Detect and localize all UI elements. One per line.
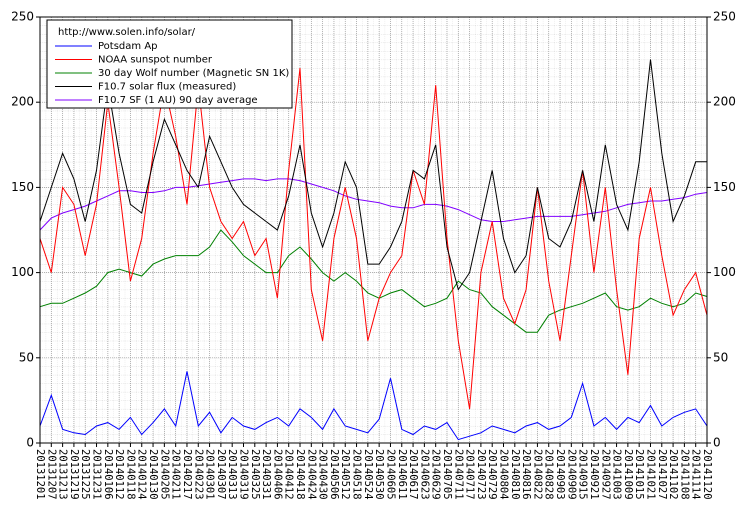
legend-label: 30 day Wolf number (Magnetic SN 1K) (98, 68, 289, 79)
legend: http://www.solen.info/solar/ Potsdam Ap N… (46, 19, 293, 109)
legend-label: NOAA sunspot number (98, 55, 213, 66)
x-tick-label: 20140530 (373, 449, 385, 500)
x-tick-label: 20140506 (328, 449, 340, 500)
series-line (39, 178, 708, 231)
x-tick-label: 20140418 (294, 449, 306, 500)
y2-tick-label: 250 (713, 10, 736, 24)
x-tick-label: 20141114 (690, 449, 702, 500)
x-tick-label: 20140307 (215, 449, 227, 500)
x-tick-label: 20140723 (475, 449, 487, 500)
legend-title: http://www.solen.info/solar/ (58, 27, 196, 38)
x-tick-label: 20140617 (407, 449, 419, 500)
x-tick-label: 20140319 (237, 449, 249, 500)
legend-label: F10.7 SF (1 AU) 90 day average (98, 95, 258, 106)
y2-tick-label: 50 (713, 350, 728, 364)
plot-frame (39, 16, 708, 444)
legend-box (46, 19, 293, 109)
y2-tick-label: 150 (713, 180, 736, 194)
x-tick-label: 20131201 (34, 449, 46, 500)
x-tick-label: 20140810 (509, 449, 521, 500)
series-line (39, 229, 708, 333)
series-line (39, 59, 707, 291)
x-tick-label: 20140205 (158, 449, 170, 500)
x-tick-label: 20140130 (147, 449, 159, 500)
x-tick-label: 20140927 (599, 449, 611, 500)
x-tick-label: 20131225 (79, 449, 91, 500)
x-tick-label: 20140909 (565, 449, 577, 500)
x-tick-label: 20141021 (644, 449, 656, 500)
x-tick-label: 20140611 (396, 449, 408, 500)
legend-label: Potsdam Ap (98, 41, 158, 52)
x-tick-label: 20140711 (452, 449, 464, 500)
y-tick-label: 200 (11, 95, 34, 109)
y2-tick-label: 100 (713, 265, 736, 279)
series-line (39, 68, 708, 409)
x-tick-label: 20140921 (588, 449, 600, 500)
x-tick-label: 20140915 (577, 449, 589, 500)
x-tick-label: 20140211 (170, 449, 182, 500)
x-tick-label: 20140804 (498, 449, 510, 500)
x-tick-label: 20141027 (656, 449, 668, 500)
x-tick-label: 20131231 (91, 449, 103, 500)
x-tick-label: 20140223 (192, 449, 204, 500)
x-tick-label: 20140325 (249, 449, 261, 500)
x-tick-label: 20140430 (317, 449, 329, 500)
x-tick-label: 20140729 (486, 449, 498, 500)
x-tick-label: 20140112 (113, 449, 125, 500)
x-tick-label: 20140406 (271, 449, 283, 500)
y2-tick-label: 200 (713, 95, 736, 109)
x-tick-label: 20141102 (667, 449, 679, 500)
y2-tick-label: 0 (713, 436, 721, 450)
x-tick-label: 20140629 (430, 449, 442, 500)
x-tick-label: 20131213 (57, 449, 69, 500)
y-tick-label: 50 (19, 350, 34, 364)
y-tick-label: 100 (11, 265, 34, 279)
x-tick-label: 20140822 (531, 449, 543, 500)
x-tick-label: 20140124 (136, 449, 148, 500)
x-tick-label: 20140623 (418, 449, 430, 500)
y-tick-label: 150 (11, 180, 34, 194)
x-tick-label: 20140816 (520, 449, 532, 500)
x-tick-label: 20141120 (701, 449, 713, 500)
series-line (39, 371, 708, 441)
x-tick-label: 20140903 (554, 449, 566, 500)
legend-label: F10.7 solar flux (measured) (98, 82, 236, 93)
y-tick-label: 0 (26, 436, 34, 450)
x-tick-label: 20141009 (622, 449, 634, 500)
x-tick-label: 20140524 (362, 449, 374, 500)
x-tick-label: 20140512 (339, 449, 351, 500)
x-tick-label: 20140424 (305, 449, 317, 500)
x-tick-label: 20140717 (464, 449, 476, 500)
x-tick-label: 20141015 (633, 449, 645, 500)
x-tick-label: 20140605 (384, 449, 396, 500)
x-tick-label: 20131219 (68, 449, 80, 500)
x-tick-label: 20140518 (351, 449, 363, 500)
x-tick-label: 20141003 (611, 449, 623, 500)
x-tick-label: 20140412 (283, 449, 295, 500)
x-tick-label: 20140106 (102, 449, 114, 500)
x-tick-label: 20140828 (543, 449, 555, 500)
x-tick-label: 20140301 (204, 449, 216, 500)
x-tick-label: 20140705 (441, 449, 453, 500)
x-tick-label: 20131207 (45, 449, 57, 500)
x-tick-label: 20140331 (260, 449, 272, 500)
x-tick-label: 20141108 (678, 449, 690, 500)
x-tick-label: 20140217 (181, 449, 193, 500)
x-tick-label: 20140118 (124, 449, 136, 500)
x-tick-label: 20140313 (226, 449, 238, 500)
y-tick-label: 250 (11, 10, 34, 24)
